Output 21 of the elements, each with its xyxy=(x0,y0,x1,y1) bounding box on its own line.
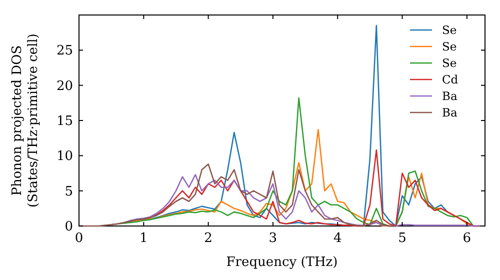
x-tick-label: 4 xyxy=(333,231,342,246)
y-tick-label: 5 xyxy=(64,184,73,200)
legend-label: Cd xyxy=(442,72,459,87)
y-tick-label: 0 xyxy=(64,220,73,235)
y-tick-label: 20 xyxy=(56,78,73,94)
legend-label: Ba xyxy=(442,89,458,104)
x-tick-label: 3 xyxy=(268,231,278,246)
y-axis-title: Phonon projected DOS (States/THz·primitive cell) xyxy=(10,33,41,208)
y-tick-label: 10 xyxy=(56,149,73,164)
x-tick-label: 2 xyxy=(204,231,212,246)
x-axis-title: Frequency (THz) xyxy=(226,255,338,270)
legend-label: Se xyxy=(442,23,457,38)
legend-label: Ba xyxy=(442,106,458,120)
legend-label: Se xyxy=(442,40,457,54)
y-tick-label: 25 xyxy=(56,44,73,59)
legend-label: Se xyxy=(442,56,457,70)
y-tick-label: 15 xyxy=(56,114,73,130)
x-tick-label: 5 xyxy=(398,231,406,246)
x-tick-label: 6 xyxy=(462,231,472,246)
x-tick-label: 0 xyxy=(74,231,84,246)
x-tick-label: 1 xyxy=(140,231,148,246)
